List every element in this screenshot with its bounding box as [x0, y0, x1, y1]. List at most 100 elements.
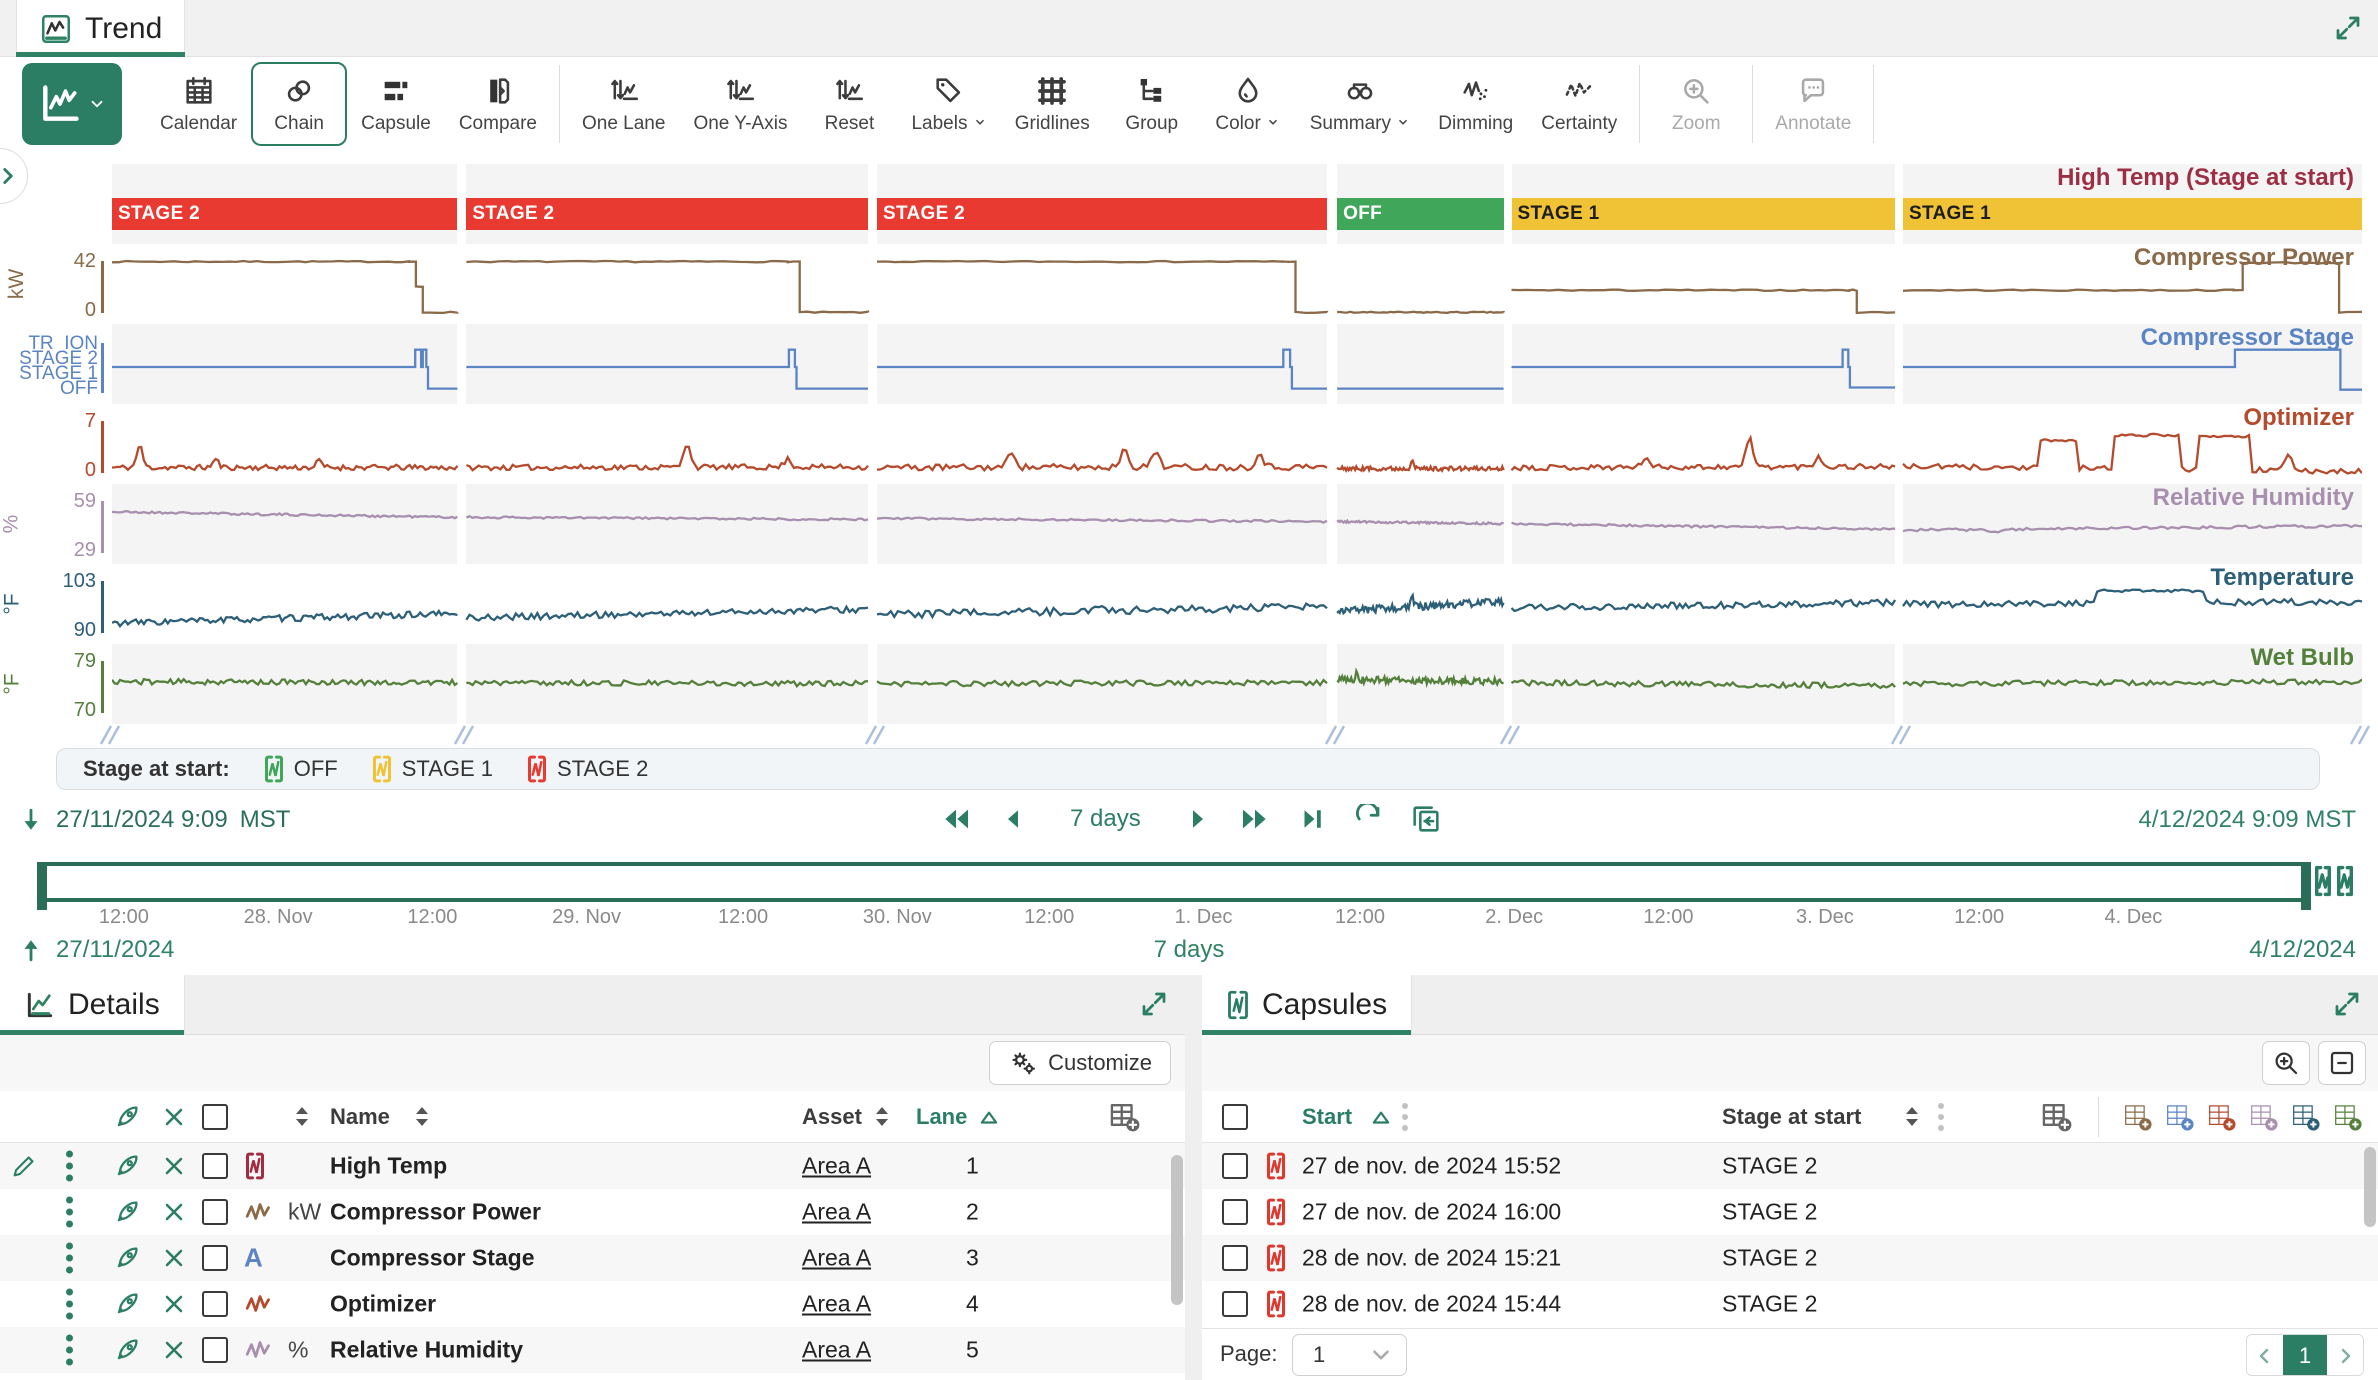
toolbar-calendar-button[interactable]: Calendar: [146, 62, 251, 146]
remove-icon[interactable]: [160, 1244, 188, 1272]
toolbar-zoom-button[interactable]: Zoom: [1648, 62, 1744, 146]
row-checkbox[interactable]: [202, 1245, 228, 1271]
sort-name-icon[interactable]: [412, 1104, 432, 1130]
capsule-row-3[interactable]: 28 de nov. de 2024 15:21 STAGE 2: [1202, 1235, 2378, 1281]
select-all-capsules-checkbox[interactable]: [1222, 1103, 1248, 1130]
stage-capsule-4[interactable]: OFF: [1337, 198, 1504, 230]
row-menu-icon[interactable]: [66, 1150, 73, 1182]
fullscreen-expand-icon[interactable]: [2332, 12, 2364, 44]
toolbar-reset-button[interactable]: Reset: [801, 62, 897, 146]
toolbar-one-y-axis-button[interactable]: One Y-Axis: [679, 62, 801, 146]
sort-asset-icon[interactable]: [872, 1104, 892, 1130]
add-column-grey-icon[interactable]: [2040, 1100, 2074, 1134]
arrow-down-icon[interactable]: [18, 806, 44, 834]
tab-trend[interactable]: Trend: [16, 0, 186, 57]
row-menu-icon[interactable]: [66, 1288, 73, 1320]
toolbar-dimming-button[interactable]: Dimming: [1424, 62, 1527, 146]
lane-label[interactable]: Compressor Stage: [2140, 324, 2354, 351]
prev-page-button[interactable]: [2247, 1335, 2283, 1375]
stage-capsule-1[interactable]: STAGE 2: [112, 198, 458, 230]
details-row-3[interactable]: A Compressor Stage Area A 3: [0, 1235, 1185, 1281]
trend-chart[interactable]: STAGE 2 STAGE 2 STAGE 2 OFF STAGE 1 STAGE 1 Hi…: [0, 158, 2378, 750]
lane-plot[interactable]: Relative Humidity: [112, 484, 2362, 564]
investigate-start[interactable]: 27/11/2024: [56, 936, 175, 963]
column-stage-at-start[interactable]: Stage at start: [1722, 1103, 1862, 1129]
lane-label[interactable]: High Temp (Stage at start): [2057, 164, 2354, 191]
toolbar-chain-button[interactable]: Chain: [251, 62, 348, 146]
column-lane[interactable]: Lane: [916, 1103, 968, 1129]
range-duration[interactable]: 7 days: [1070, 805, 1141, 832]
row-checkbox[interactable]: [202, 1153, 228, 1179]
remove-icon[interactable]: [160, 1290, 188, 1318]
step-forward-half-icon[interactable]: [1239, 803, 1271, 835]
toolbar-one-lane-button[interactable]: One Lane: [568, 62, 679, 146]
rocket-icon[interactable]: [112, 1289, 142, 1319]
copy-time-range-icon[interactable]: [1409, 802, 1443, 836]
tab-capsules[interactable]: Capsules: [1202, 975, 1413, 1035]
sort-icon[interactable]: [292, 1104, 312, 1130]
lane-plot[interactable]: Wet Bulb: [112, 644, 2362, 724]
remove-icon[interactable]: [160, 1152, 188, 1180]
row-menu-icon[interactable]: [66, 1196, 73, 1228]
capsules-expand-icon[interactable]: [2332, 989, 2362, 1019]
stage-capsule-2[interactable]: STAGE 2: [466, 198, 868, 230]
stage-column-menu-icon[interactable]: [1938, 1102, 1944, 1131]
toolbar-color-button[interactable]: Color: [1200, 62, 1296, 146]
toolbar-summary-button[interactable]: Summary: [1296, 62, 1425, 146]
row-name[interactable]: Compressor Power: [330, 1198, 541, 1225]
lane-axis[interactable]: % 59 29: [0, 484, 112, 564]
remove-icon[interactable]: [160, 1336, 188, 1364]
add-signal-column-icon-6[interactable]: [2332, 1101, 2364, 1133]
capsule-row-2[interactable]: 27 de nov. de 2024 16:00 STAGE 2: [1202, 1189, 2378, 1235]
next-page-button[interactable]: [2327, 1335, 2363, 1375]
row-checkbox[interactable]: [202, 1199, 228, 1225]
lane-axis[interactable]: °F 79 70: [0, 644, 112, 724]
arrow-up-icon[interactable]: [18, 936, 44, 964]
step-to-end-icon[interactable]: [1297, 804, 1327, 834]
remove-all-icon[interactable]: [160, 1103, 188, 1131]
step-forward-icon[interactable]: [1183, 804, 1213, 834]
current-page[interactable]: 1: [2283, 1335, 2327, 1375]
lane-label[interactable]: Temperature: [2210, 564, 2354, 591]
timeline-right-handle[interactable]: [2301, 862, 2311, 910]
zoom-to-capsule-button[interactable]: [2262, 1041, 2310, 1085]
stage-capsule-5[interactable]: STAGE 1: [1511, 198, 1896, 230]
toolbar-certainty-button[interactable]: Certainty: [1527, 62, 1631, 146]
select-all-checkbox[interactable]: [202, 1103, 228, 1130]
capsules-scrollbar[interactable]: [2364, 1147, 2376, 1227]
lane-plot[interactable]: STAGE 2 STAGE 2 STAGE 2 OFF STAGE 1 STAGE 1 Hi…: [112, 164, 2362, 244]
lane-axis[interactable]: °F 103 90: [0, 564, 112, 644]
row-name[interactable]: Relative Humidity: [330, 1336, 523, 1363]
refresh-icon[interactable]: [1353, 804, 1383, 834]
toolbar-group-button[interactable]: Group: [1104, 62, 1200, 146]
range-start[interactable]: 27/11/2024 9:09: [56, 806, 228, 833]
details-row-2[interactable]: kW Compressor Power Area A 2: [0, 1189, 1185, 1235]
add-signal-column-icon-2[interactable]: [2164, 1101, 2196, 1133]
lane-plot[interactable]: Compressor Stage: [112, 324, 2362, 404]
toolbar-compare-button[interactable]: Compare: [445, 62, 551, 146]
step-back-half-icon[interactable]: [940, 803, 972, 835]
row-name[interactable]: High Temp: [330, 1152, 448, 1179]
investigate-end[interactable]: 4/12/2024: [2249, 936, 2356, 963]
capsule-checkbox[interactable]: [1222, 1245, 1248, 1271]
rocket-icon[interactable]: [112, 1197, 142, 1227]
details-scrollbar[interactable]: [1171, 1155, 1183, 1305]
range-start-tz[interactable]: MST: [239, 806, 291, 833]
page-select[interactable]: 1: [1292, 1334, 1407, 1376]
add-signal-column-icon-3[interactable]: [2206, 1101, 2238, 1133]
capsule-checkbox[interactable]: [1222, 1199, 1248, 1225]
column-name[interactable]: Name: [330, 1103, 390, 1129]
row-asset-link[interactable]: Area A: [802, 1244, 872, 1271]
column-asset[interactable]: Asset: [802, 1103, 862, 1129]
row-checkbox[interactable]: [202, 1337, 228, 1363]
rocket-icon[interactable]: [112, 1151, 142, 1181]
add-signal-column-icon-4[interactable]: [2248, 1101, 2280, 1133]
details-row-1[interactable]: High Temp Area A 1: [0, 1143, 1185, 1189]
row-asset-link[interactable]: Area A: [802, 1336, 872, 1363]
sort-start-asc-icon[interactable]: [1370, 1108, 1392, 1126]
lane-label[interactable]: Compressor Power: [2133, 244, 2354, 271]
timeline-range-selector[interactable]: [37, 862, 2311, 910]
capsule-checkbox[interactable]: [1222, 1291, 1248, 1317]
row-name[interactable]: Optimizer: [330, 1290, 437, 1317]
lane-label[interactable]: Relative Humidity: [2152, 484, 2354, 511]
